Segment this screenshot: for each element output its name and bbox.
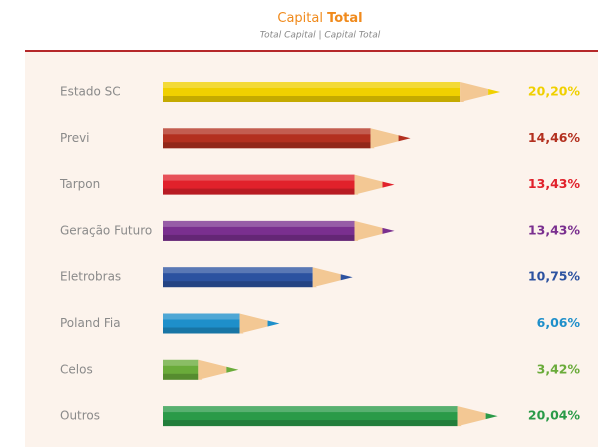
category-label: Geração Futuro bbox=[60, 223, 152, 237]
pencil-shade bbox=[163, 188, 355, 195]
value-label: 3,42% bbox=[537, 361, 581, 376]
pencil-lead bbox=[267, 320, 280, 327]
category-label: Eletrobras bbox=[60, 270, 121, 284]
pencil-highlight bbox=[163, 174, 355, 181]
value-label: 6,06% bbox=[537, 315, 581, 330]
pencil-shade bbox=[163, 142, 371, 149]
pencil-body bbox=[163, 359, 199, 380]
pencil-body bbox=[163, 128, 371, 149]
pencil-shade bbox=[163, 234, 355, 241]
pencil-shade bbox=[163, 420, 458, 427]
chart-subtitle: Total Capital | Capital Total bbox=[260, 31, 381, 41]
pencil-wood bbox=[354, 220, 383, 241]
pencil-highlight bbox=[163, 359, 199, 366]
value-label: 13,43% bbox=[528, 176, 581, 191]
pencil-bar bbox=[163, 174, 395, 195]
category-label: Outros bbox=[60, 409, 100, 423]
category-label: Estado SC bbox=[60, 85, 121, 99]
pencil-body bbox=[163, 267, 313, 288]
pencil-body bbox=[163, 313, 240, 334]
value-label: 20,04% bbox=[528, 408, 581, 423]
pencil-wood bbox=[370, 128, 399, 149]
category-label: Celos bbox=[60, 362, 93, 376]
pencil-bar bbox=[163, 406, 498, 427]
value-label: 14,46% bbox=[528, 130, 581, 145]
pencil-body bbox=[163, 82, 461, 102]
pencil-lead bbox=[398, 135, 411, 142]
category-label: Previ bbox=[60, 131, 90, 145]
pencil-body bbox=[163, 220, 355, 241]
value-label: 13,43% bbox=[528, 222, 581, 237]
pencil-highlight bbox=[163, 406, 458, 413]
pencil-wood bbox=[239, 313, 268, 334]
pencil-wood bbox=[198, 359, 227, 380]
pencil-highlight bbox=[163, 313, 240, 320]
pencil-bar bbox=[163, 128, 411, 149]
pencil-lead bbox=[226, 366, 239, 373]
pencil-lead bbox=[382, 227, 395, 234]
pencil-body bbox=[163, 174, 355, 195]
category-label: Poland Fia bbox=[60, 316, 121, 330]
pencil-highlight bbox=[163, 128, 371, 135]
pencil-shade bbox=[163, 281, 313, 288]
pencil-shade bbox=[163, 96, 461, 102]
pencil-lead bbox=[382, 181, 395, 188]
value-label: 20,20% bbox=[528, 84, 581, 99]
pencil-body bbox=[163, 406, 458, 427]
pencil-lead bbox=[340, 274, 353, 281]
pencil-highlight bbox=[163, 220, 355, 227]
pencil-bar bbox=[163, 359, 239, 380]
pencil-shade bbox=[163, 327, 240, 334]
title-part: Total bbox=[327, 11, 363, 26]
panel bbox=[25, 52, 598, 447]
pencil-wood bbox=[460, 82, 489, 102]
pencil-shade bbox=[163, 373, 199, 380]
pencil-bar bbox=[163, 267, 353, 288]
pencil-wood bbox=[354, 174, 383, 195]
pencil-lead bbox=[488, 89, 501, 95]
chart-title: Capital Total bbox=[277, 11, 362, 26]
title-part: Capital bbox=[277, 11, 323, 26]
category-label: Tarpon bbox=[59, 177, 100, 191]
pencil-bar bbox=[163, 220, 395, 241]
pencil-bar bbox=[163, 82, 501, 102]
pencil-highlight bbox=[163, 267, 313, 274]
pencil-highlight bbox=[163, 82, 461, 88]
pencil-lead bbox=[485, 413, 498, 420]
pencil-wood bbox=[312, 267, 341, 288]
pencil-bar bbox=[163, 313, 280, 334]
pencil-wood bbox=[457, 406, 486, 427]
value-label: 10,75% bbox=[528, 269, 581, 284]
